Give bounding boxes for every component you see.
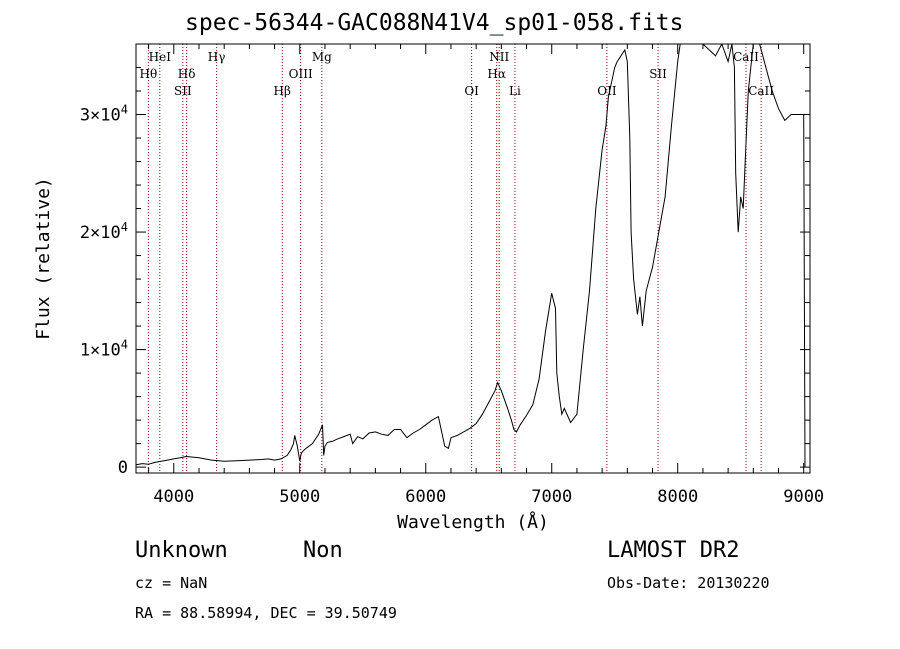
object-subclass: Non xyxy=(303,538,343,563)
line-label-13: SII xyxy=(649,67,667,81)
line-label-5: Hβ xyxy=(274,84,291,98)
survey-name: LAMOST DR2 xyxy=(607,538,740,563)
y-tick-label-10000: 1×104 xyxy=(80,338,128,361)
line-label-14: CaII xyxy=(733,50,759,64)
x-tick-label-4000: 4000 xyxy=(153,487,194,507)
line-label-6: OIII xyxy=(289,67,313,81)
line-label-1: HeI xyxy=(149,50,172,64)
coordinates: RA = 88.58994, DEC = 39.50749 xyxy=(135,604,397,622)
spectrum-series-0 xyxy=(136,44,806,468)
y-axis-label: Flux (relative) xyxy=(33,177,54,340)
x-tick-label-9000: 9000 xyxy=(783,487,824,507)
x-tick-label-7000: 7000 xyxy=(531,487,572,507)
x-axis-label: Wavelength (Å) xyxy=(397,511,549,533)
x-tick-label-6000: 6000 xyxy=(405,487,446,507)
y-tick-label-30000: 3×104 xyxy=(80,103,128,126)
line-label-7: Mg xyxy=(312,50,332,64)
x-tick-label-8000: 8000 xyxy=(657,487,698,507)
spectrum-plot: Hθ HeI SII Hδ Hγ Hβ OIII Mg OI Hα NII Li OII SII CaII C… xyxy=(33,43,824,533)
chart-title: spec-56344-GAC088N41V4_sp01-058.fits xyxy=(185,10,684,36)
line-label-4: Hγ xyxy=(208,50,226,64)
line-label-2: SII xyxy=(174,84,192,98)
observation-date: Obs-Date: 20130220 xyxy=(607,574,770,592)
line-label-11: Li xyxy=(509,84,521,98)
line-label-10: NII xyxy=(489,50,509,64)
plot-frame xyxy=(135,43,811,474)
line-label-9: Hα xyxy=(487,67,506,81)
line-label-0: Hθ xyxy=(139,67,157,81)
y-tick-label-0: 0 xyxy=(118,458,128,478)
line-label-3: Hδ xyxy=(178,67,196,81)
y-tick-label-20000: 2×104 xyxy=(80,220,128,243)
x-tick-label-5000: 5000 xyxy=(279,487,320,507)
redshift-cz: cz = NaN xyxy=(135,574,208,592)
object-class: Unknown xyxy=(135,538,228,563)
line-label-8: OI xyxy=(464,84,479,98)
line-label-15: CaII xyxy=(748,84,774,98)
line-label-12: OII xyxy=(597,84,617,98)
